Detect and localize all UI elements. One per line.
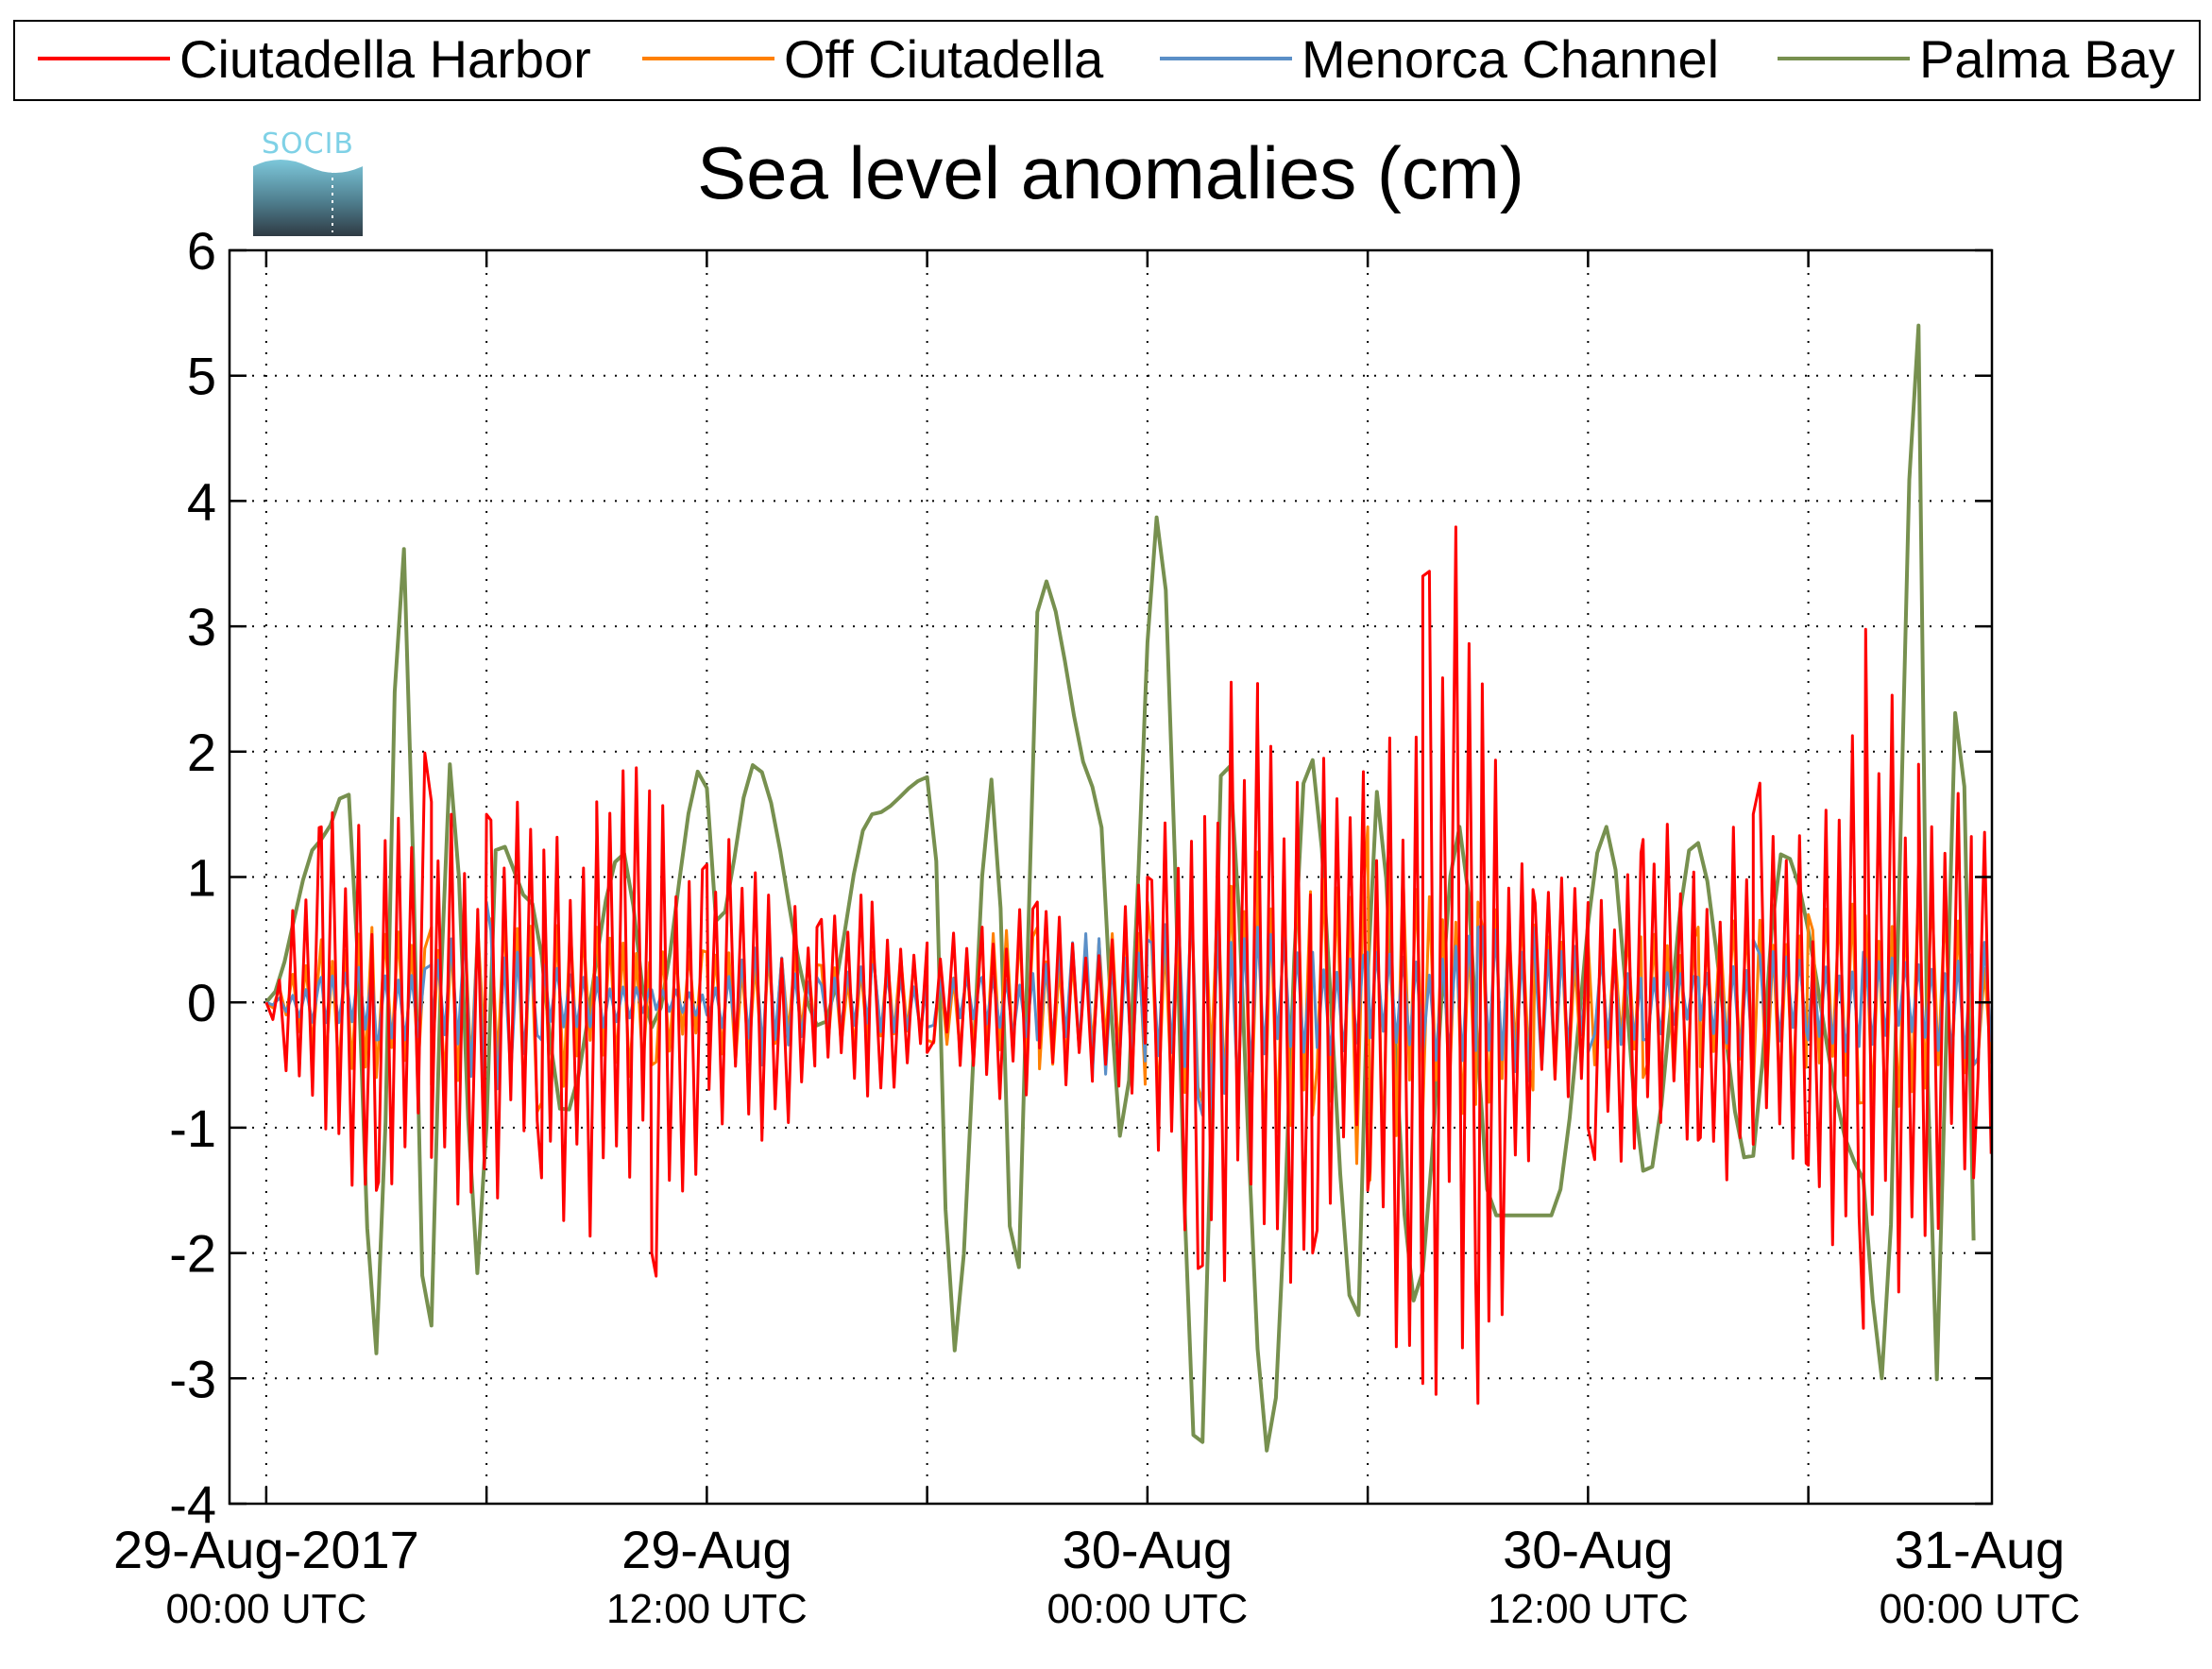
y-tick-label: -3 (169, 1349, 216, 1408)
legend-label: Palma Bay (1919, 29, 2175, 89)
x-tick-label-time: 00:00 UTC (1046, 1586, 1248, 1632)
y-tick-label: 3 (187, 597, 216, 656)
y-tick-label: 5 (187, 347, 216, 406)
y-tick-label: -1 (169, 1098, 216, 1158)
grid (230, 250, 1992, 1504)
legend-entries: Ciutadella Harbor Off Ciutadella Menorca C… (38, 29, 2175, 89)
y-tick-label: -2 (169, 1224, 216, 1284)
y-tick-labels: 6 5 4 3 2 1 0 -1 -2 -3 -4 (169, 221, 216, 1534)
logo-wave-crest (253, 159, 363, 173)
x-tick-label-date: 29-Aug-2017 (113, 1520, 419, 1579)
x-tick-labels: 29-Aug-2017 00:00 UTC 29-Aug 12:00 UTC 30-Au… (113, 1520, 2080, 1632)
socib-logo: SOCIB (253, 128, 363, 236)
y-tick-label: 0 (187, 973, 216, 1032)
y-tick-label: 4 (187, 471, 216, 531)
legend-label: Ciutadella Harbor (179, 29, 591, 89)
x-tick-label-time: 12:00 UTC (1488, 1586, 1689, 1632)
x-tick-label-time: 00:00 UTC (165, 1586, 366, 1632)
x-tick-label-date: 30-Aug (1063, 1520, 1234, 1579)
logo-text: SOCIB (262, 128, 354, 161)
y-tick-label: 6 (187, 221, 216, 281)
x-tick-label-date: 29-Aug (621, 1520, 792, 1579)
series-line-ciutadella-harbor (264, 525, 1993, 1405)
series-layer (264, 323, 1993, 1453)
legend: Ciutadella Harbor Off Ciutadella Menorca C… (13, 20, 2201, 101)
ticks (230, 248, 1992, 1506)
x-tick-label-time: 12:00 UTC (606, 1586, 808, 1632)
x-tick-label-time: 00:00 UTC (1880, 1586, 2081, 1632)
x-tick-label-date: 31-Aug (1895, 1520, 2066, 1579)
legend-label: Off Ciutadella (784, 29, 1104, 89)
chart-title: Sea level anomalies (cm) (697, 131, 1524, 214)
series-line-palma-bay (264, 323, 1976, 1453)
x-tick-label-date: 30-Aug (1503, 1520, 1674, 1579)
y-tick-label: 1 (187, 848, 216, 908)
y-tick-label: -4 (169, 1474, 216, 1534)
y-tick-label: 2 (187, 723, 216, 782)
legend-label: Menorca Channel (1302, 29, 1719, 89)
